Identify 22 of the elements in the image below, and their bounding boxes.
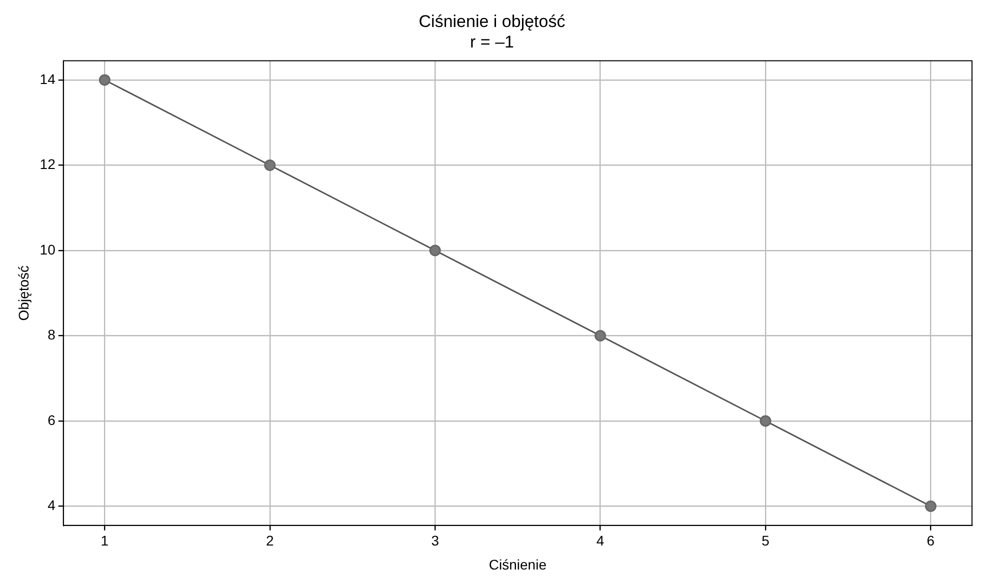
chart-subtitle: r = –1	[470, 32, 514, 52]
x-tick-label: 6	[926, 532, 935, 549]
x-axis-title: Ciśnienie	[488, 556, 547, 572]
point	[98, 74, 110, 86]
x-tick-label: 3	[431, 532, 440, 549]
x-tick-label: 5	[762, 532, 770, 549]
point	[429, 244, 441, 256]
point	[264, 159, 276, 171]
x-tick-label: 2	[266, 532, 274, 549]
y-tick-label: 8	[48, 326, 56, 343]
point	[760, 415, 772, 427]
point	[924, 500, 936, 512]
y-axis-title: Objętość	[15, 265, 32, 321]
x-tick-label: 1	[100, 532, 109, 549]
point	[594, 330, 606, 342]
y-tick-label: 4	[48, 497, 56, 514]
y-tick-label: 6	[48, 412, 56, 428]
y-tick-label: 12	[40, 156, 56, 172]
y-tick-label: 10	[40, 241, 56, 258]
y-tick-label: 14	[40, 70, 56, 87]
x-tick-label: 4	[596, 532, 604, 549]
chart-title: Ciśnienie i objętość	[418, 12, 566, 31]
